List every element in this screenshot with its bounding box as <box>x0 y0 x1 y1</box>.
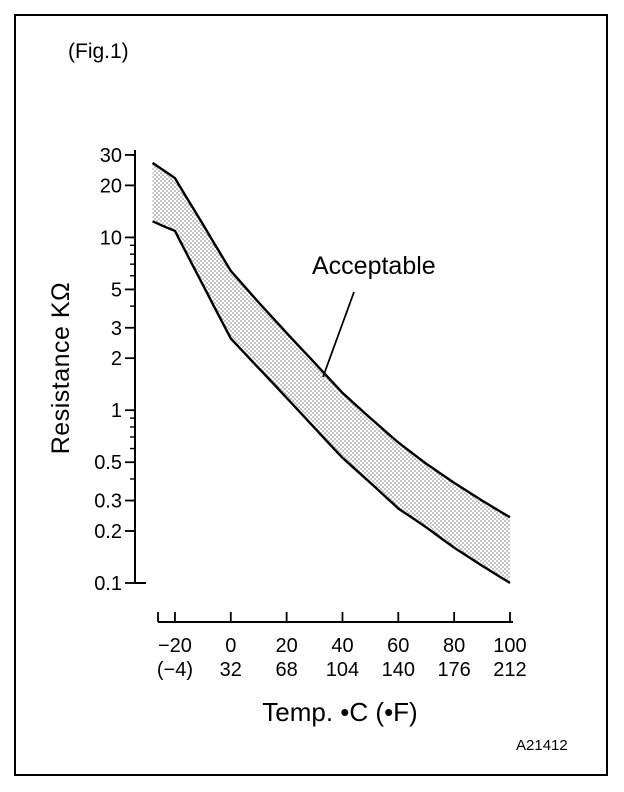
x-tick-label-celsius: 60 <box>387 635 409 657</box>
y-tick-label: 30 <box>100 145 122 167</box>
y-tick-label: 0.3 <box>94 491 122 513</box>
x-tick-label-fahrenheit: 104 <box>326 659 359 681</box>
acceptable-band-label: Acceptable <box>312 252 436 280</box>
y-tick-label: 10 <box>100 227 122 249</box>
y-tick-label: 0.1 <box>94 573 122 595</box>
y-axis-title: Resistance KΩ <box>47 281 75 455</box>
annotation-leader-line <box>322 291 355 378</box>
y-tick-label: 20 <box>100 175 122 197</box>
y-tick-label: 0.2 <box>94 521 122 543</box>
y-tick-label: 2 <box>111 348 122 370</box>
x-tick-label-fahrenheit: 176 <box>437 659 470 681</box>
x-tick-label-fahrenheit: 212 <box>493 659 526 681</box>
x-tick-label-fahrenheit: 68 <box>276 659 298 681</box>
x-tick-label-fahrenheit: 32 <box>220 659 242 681</box>
figure-label: (Fig.1) <box>68 40 129 63</box>
x-tick-label-celsius: 0 <box>225 635 236 657</box>
y-tick-label: 1 <box>111 400 122 422</box>
x-tick-label-celsius: 20 <box>276 635 298 657</box>
figure-border <box>14 14 608 776</box>
figure-code: A21412 <box>516 737 568 754</box>
upper-limit-curve <box>151 161 511 519</box>
x-tick-label-fahrenheit: 140 <box>382 659 415 681</box>
x-tick-label-celsius: 80 <box>443 635 465 657</box>
x-tick-label-celsius: 100 <box>493 635 526 657</box>
x-tick-label-celsius: 40 <box>331 635 353 657</box>
x-tick-label-celsius: −20 <box>158 635 192 657</box>
y-tick-label: 3 <box>111 318 122 340</box>
x-tick-label-fahrenheit: (−4) <box>157 659 193 681</box>
y-tick-label: 0.5 <box>94 452 122 474</box>
acceptable-band <box>152 162 510 583</box>
x-axis-title: Temp. •C (•F) <box>262 697 418 727</box>
lower-limit-curve <box>152 220 511 585</box>
y-tick-label: 5 <box>111 279 122 301</box>
